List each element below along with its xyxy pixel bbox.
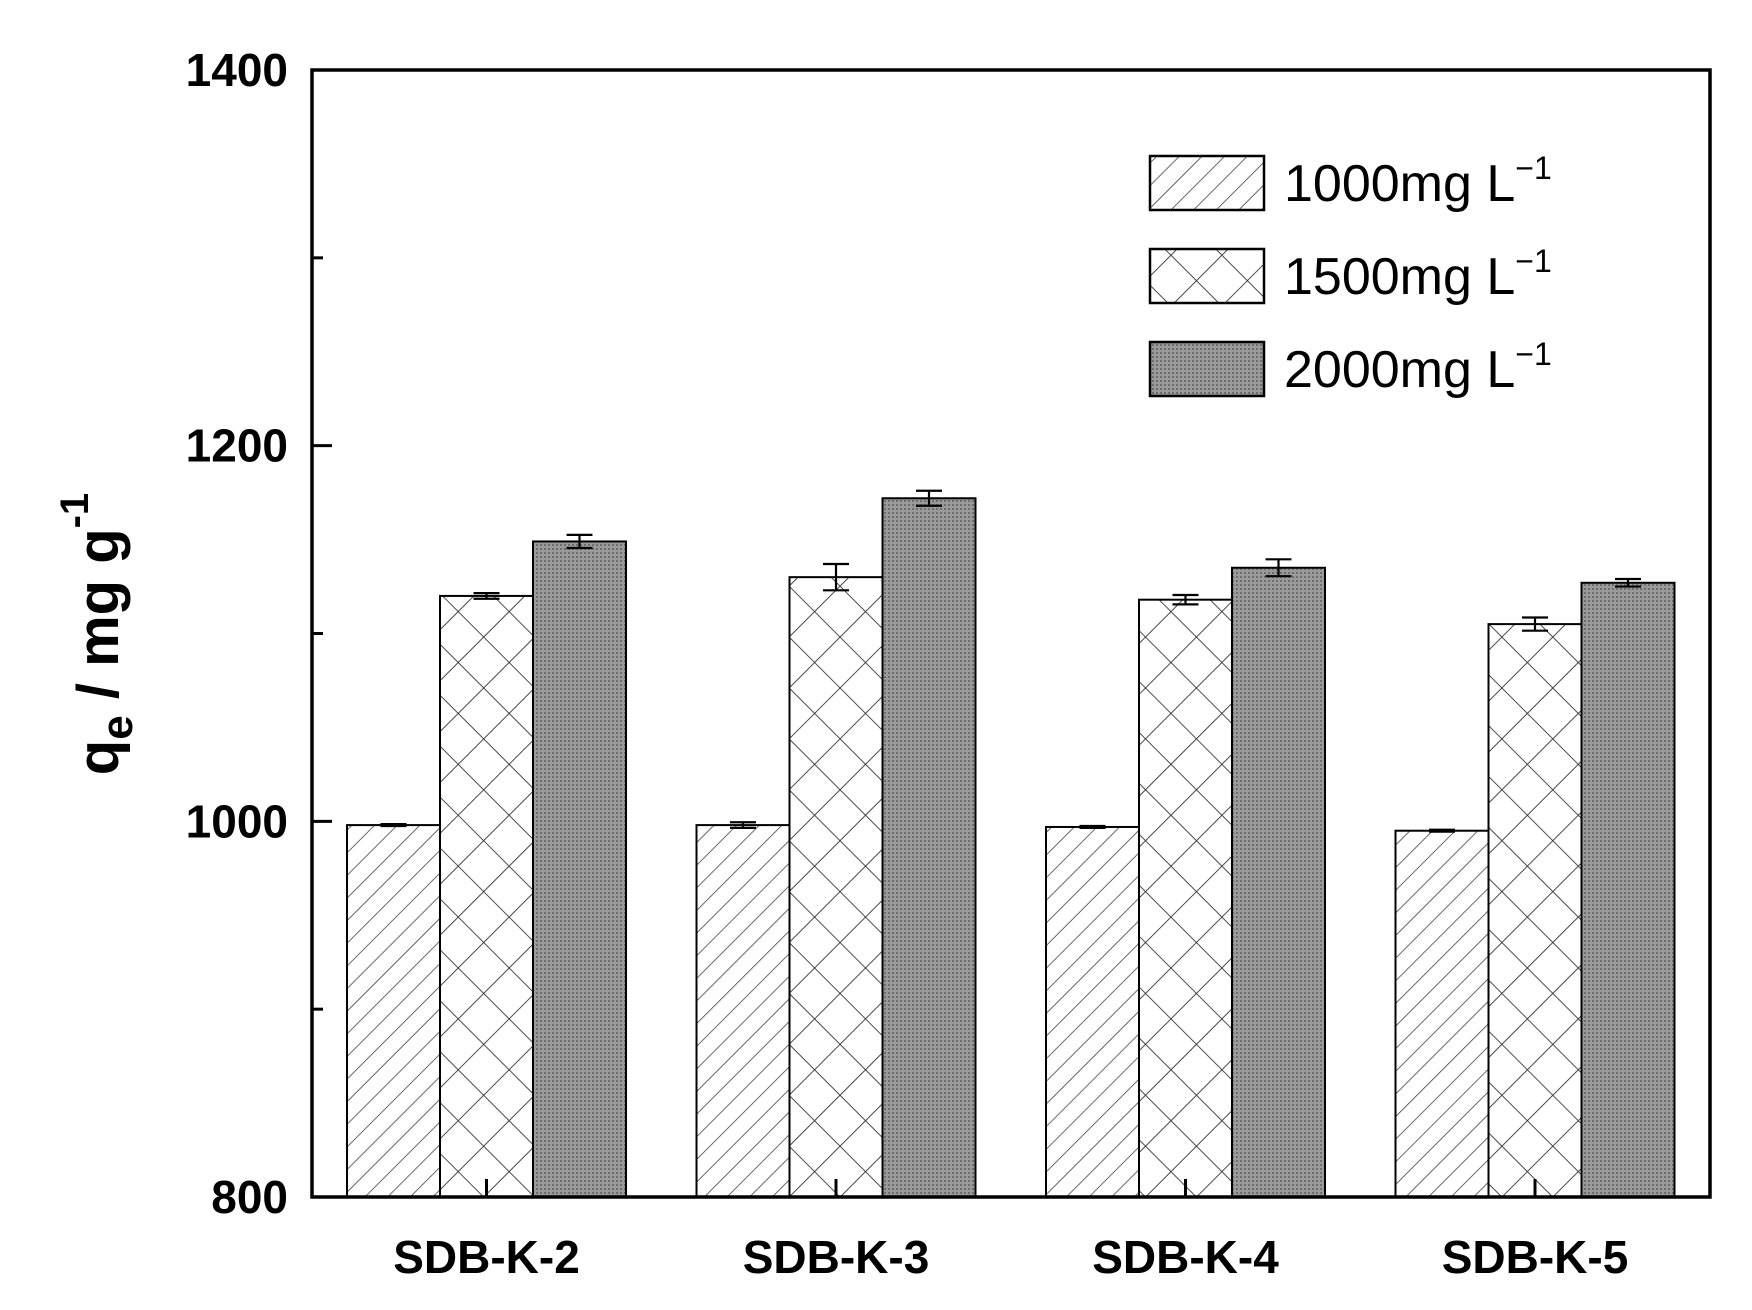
error-bar-sdb-k-3-series-3 [916,489,942,507]
x-tick-label: SDB-K-4 [1092,1231,1279,1283]
error-bar-sdb-k-2-series-3 [566,533,593,550]
y-axis-title: qe / mg g-1 [53,493,142,775]
bar-sdb-k-2-series-2 [439,594,534,1198]
x-tick-label: SDB-K-2 [393,1231,580,1283]
bar-sdb-k-4-series-2 [1138,598,1233,1198]
error-bar-sdb-k-3-series-2 [823,562,849,592]
y-tick-label: 1400 [186,44,288,96]
legend-item-1: 1000mg L−1 [1148,150,1552,213]
legend-label: 1500mg L−1 [1284,243,1552,306]
bar-sdb-k-5-series-1 [1394,829,1490,1198]
legend-label: 2000mg L−1 [1284,336,1552,399]
error-bar-sdb-k-3-series-1 [730,821,756,830]
y-tick-label: 1000 [186,795,288,847]
error-bar-sdb-k-4-series-3 [1265,558,1292,578]
bar-sdb-k-3-series-2 [788,576,884,1198]
legend-swatch [1148,154,1266,212]
bar-sdb-k-4-series-3 [1231,566,1326,1198]
bar-sdb-k-5-series-3 [1580,581,1676,1198]
error-bar-sdb-k-4-series-2 [1172,593,1199,606]
bar-sdb-k-2-series-3 [532,540,627,1198]
y-tick-label: 1200 [186,420,288,472]
error-bar-sdb-k-5-series-3 [1615,577,1641,588]
legend-swatch [1148,247,1266,305]
error-bar-sdb-k-5-series-2 [1522,616,1548,632]
legend-swatch [1148,340,1266,398]
legend: 1000mg L−1 1500mg L−1 2000mg L−1 [1148,150,1552,399]
bar-sdb-k-2-series-1 [346,824,441,1199]
error-bar-sdb-k-4-series-1 [1079,824,1106,830]
legend-label: 1000mg L−1 [1284,150,1552,213]
error-bar-sdb-k-5-series-1 [1429,828,1455,833]
bar-sdb-k-4-series-1 [1045,825,1140,1198]
x-tick-label: SDB-K-5 [1442,1231,1629,1283]
error-bar-sdb-k-2-series-2 [473,592,500,600]
y-tick-label: 800 [211,1171,288,1223]
x-tick-label: SDB-K-3 [743,1231,930,1283]
legend-item-2: 1500mg L−1 [1148,243,1552,306]
bar-sdb-k-3-series-1 [695,824,791,1199]
bar-sdb-k-3-series-3 [881,497,977,1198]
error-bar-sdb-k-2-series-1 [380,823,407,828]
legend-item-3: 2000mg L−1 [1148,336,1552,399]
bar-sdb-k-5-series-2 [1487,623,1583,1198]
